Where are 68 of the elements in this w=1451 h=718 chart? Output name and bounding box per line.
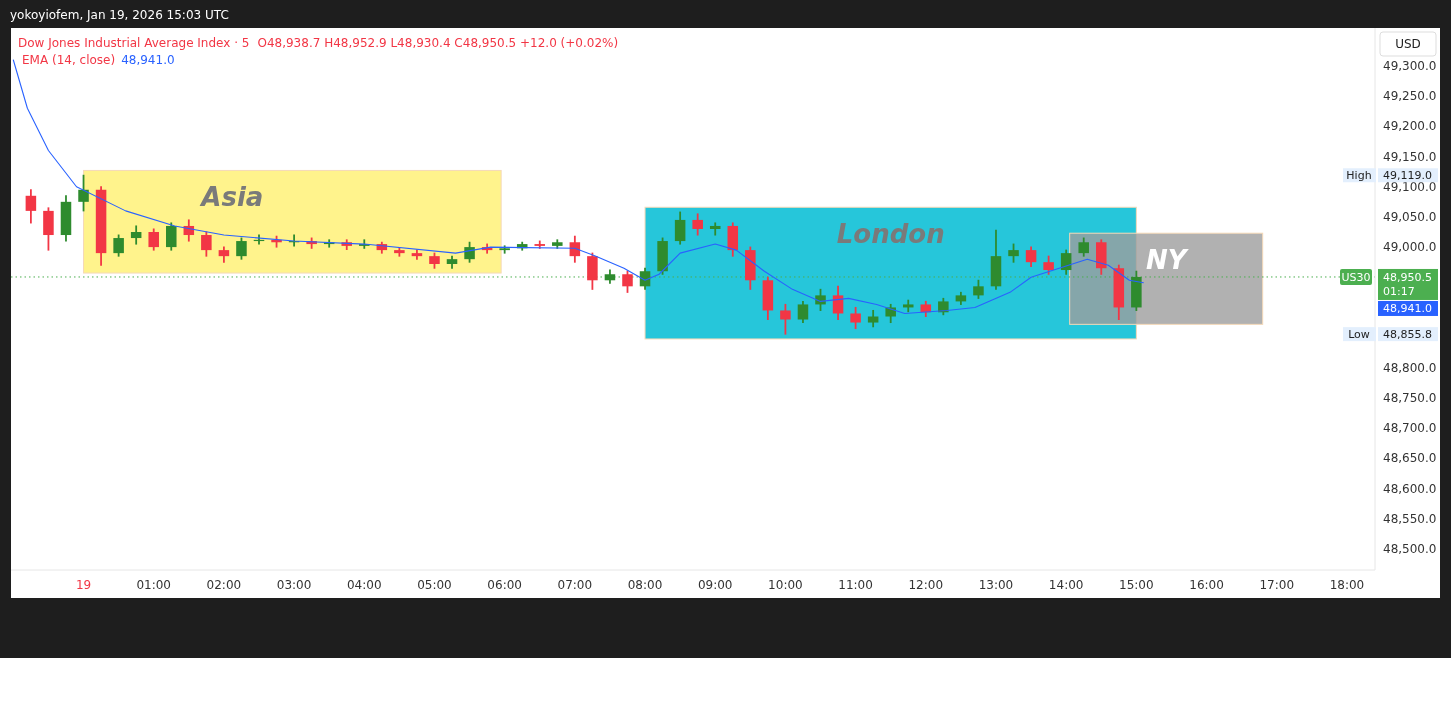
text: USD bbox=[1395, 37, 1421, 51]
candlestick bbox=[622, 269, 633, 294]
y-tick-label: 49,000.0 bbox=[1383, 240, 1437, 255]
candlestick bbox=[1043, 254, 1054, 276]
candlestick bbox=[674, 210, 686, 246]
x-tick-label: 10:00 bbox=[768, 578, 803, 592]
x-tick-label: 13:00 bbox=[978, 578, 1014, 592]
y-tick-label: 48,800.0 bbox=[1383, 360, 1437, 375]
candlestick bbox=[797, 300, 809, 324]
y-tick-label: 49,250.0 bbox=[1383, 89, 1437, 104]
x-tick-label: 05:00 bbox=[417, 578, 452, 592]
candlestick bbox=[236, 236, 247, 261]
x-tick-label: 11:00 bbox=[838, 578, 873, 592]
x-tick-label: 07:00 bbox=[557, 578, 593, 592]
x-tick-label: 17:00 bbox=[1259, 578, 1295, 592]
y-tick-label: 48,500.0 bbox=[1383, 541, 1437, 556]
text: O48,938.7 H48,952.9 L48,930.4 C48,950.5 +12.0 (+0.02%) bbox=[257, 36, 619, 50]
y-tick-label: 49,150.0 bbox=[1383, 149, 1437, 164]
y-tick-label: 49,300.0 bbox=[1383, 59, 1437, 74]
candlestick bbox=[148, 227, 159, 252]
x-tick-label: 01:00 bbox=[136, 578, 172, 592]
candlestick bbox=[130, 224, 142, 246]
text: 01:17 bbox=[1383, 284, 1415, 298]
candlestick bbox=[692, 212, 703, 237]
text: Dow Jones Industrial Average Index · 5 bbox=[18, 36, 250, 50]
x-tick-label: 09:00 bbox=[697, 578, 733, 592]
y-tick-label: 48,650.0 bbox=[1383, 451, 1437, 466]
x-tick-label: 02:00 bbox=[206, 578, 242, 592]
x-tick-label: 19 bbox=[75, 578, 92, 592]
candlestick bbox=[25, 188, 37, 225]
series-label: EMA (14, close) bbox=[22, 53, 116, 67]
x-tick-label: 04:00 bbox=[346, 578, 382, 592]
x-tick-label: 15:00 bbox=[1119, 578, 1154, 592]
candlestick bbox=[113, 233, 124, 258]
band-label: London bbox=[836, 219, 945, 250]
ref-line-label: US30 bbox=[1341, 270, 1371, 284]
candlestick bbox=[973, 278, 984, 300]
y-tick-label: 48,550.0 bbox=[1383, 511, 1437, 526]
text: 48,941.0 bbox=[1383, 301, 1432, 315]
band-label: NY bbox=[1145, 245, 1190, 276]
candlestick bbox=[709, 221, 721, 237]
candlestick bbox=[1025, 245, 1037, 268]
candlestick bbox=[166, 221, 177, 252]
x-tick-label: 12:00 bbox=[908, 578, 944, 592]
y-tick-label: 49,200.0 bbox=[1383, 119, 1437, 134]
candlestick bbox=[1078, 236, 1089, 258]
x-tick-label: 18:00 bbox=[1329, 578, 1365, 592]
y-tick-label: 48,600.0 bbox=[1383, 481, 1437, 496]
x-tick-label: 14:00 bbox=[1048, 578, 1084, 592]
candlestick bbox=[780, 303, 791, 336]
text: yokoyiofem, Jan 19, 2026 15:03 UTC bbox=[10, 8, 229, 22]
x-tick-label: 16:00 bbox=[1189, 578, 1224, 592]
candlestick bbox=[1008, 242, 1019, 264]
text: 48,855.8 bbox=[1383, 328, 1432, 342]
candlestick bbox=[201, 230, 212, 258]
annotation: 48,941.0 bbox=[121, 53, 175, 67]
text: 48,950.5 bbox=[1383, 270, 1432, 284]
x-tick-label: 03:00 bbox=[276, 578, 312, 592]
y-tick-label: 48,700.0 bbox=[1383, 421, 1437, 436]
annotation: Low bbox=[1348, 328, 1370, 342]
y-tick-label: 48,750.0 bbox=[1383, 390, 1437, 405]
annotation: High bbox=[1346, 169, 1372, 183]
x-tick-label: 08:00 bbox=[627, 578, 663, 592]
x-tick-label: 06:00 bbox=[487, 578, 522, 592]
candlestick bbox=[850, 306, 861, 330]
candlestick bbox=[78, 173, 89, 213]
y-tick-label: 49,050.0 bbox=[1383, 209, 1437, 224]
band-label: Asia bbox=[199, 182, 264, 213]
